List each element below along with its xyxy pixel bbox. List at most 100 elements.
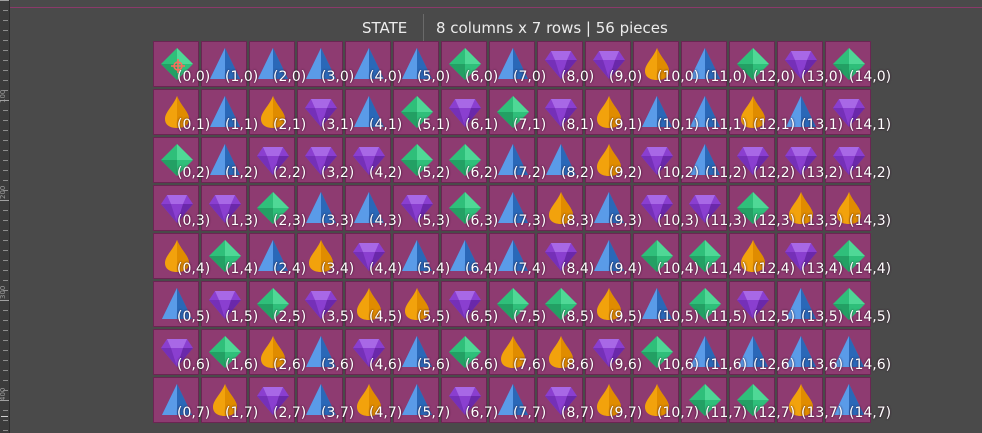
board-cell[interactable]: (5,3) <box>393 185 450 231</box>
board-cell[interactable]: (7,5) <box>489 281 546 327</box>
board-cell[interactable]: (3,2) <box>297 137 354 183</box>
board-cell[interactable]: (4,1) <box>345 89 402 135</box>
board-cell[interactable]: (9,5) <box>585 281 642 327</box>
board-cell[interactable]: (7,6) <box>489 329 546 375</box>
board-cell[interactable]: (1,0) <box>201 41 258 87</box>
board-cell[interactable]: (14,5) <box>825 281 891 327</box>
board-cell[interactable]: (14,7) <box>825 377 891 423</box>
board-cell[interactable]: (6,1) <box>441 89 498 135</box>
board-cell[interactable]: (2,3) <box>249 185 306 231</box>
board-cell[interactable]: (12,3) <box>729 185 795 231</box>
board-cell[interactable]: (1,3) <box>201 185 258 231</box>
board-cell[interactable]: (3,0) <box>297 41 354 87</box>
board-cell[interactable]: (8,6) <box>537 329 594 375</box>
board-cell[interactable]: (8,2) <box>537 137 594 183</box>
board-cell[interactable]: (11,3) <box>681 185 747 231</box>
board-cell[interactable]: (11,6) <box>681 329 747 375</box>
board-cell[interactable]: (8,0) <box>537 41 594 87</box>
board-cell[interactable]: (12,0) <box>729 41 795 87</box>
board-cell[interactable]: (5,5) <box>393 281 450 327</box>
board-cell[interactable]: (6,3) <box>441 185 498 231</box>
board-cell[interactable]: (11,0) <box>681 41 747 87</box>
board-cell[interactable]: (10,0) <box>633 41 699 87</box>
board-cell[interactable]: (4,6) <box>345 329 402 375</box>
board-cell[interactable]: (11,4) <box>681 233 747 279</box>
board-cell[interactable]: (11,1) <box>681 89 747 135</box>
board-cell[interactable]: (9,3) <box>585 185 642 231</box>
board-cell[interactable]: (2,6) <box>249 329 306 375</box>
board-cell[interactable]: (13,7) <box>777 377 843 423</box>
board-cell[interactable]: (1,2) <box>201 137 258 183</box>
board-cell[interactable]: (7,7) <box>489 377 546 423</box>
board-cell[interactable]: (10,3) <box>633 185 699 231</box>
board-cell[interactable]: (11,2) <box>681 137 747 183</box>
board-cell[interactable]: (7,3) <box>489 185 546 231</box>
board-cell[interactable]: (14,2) <box>825 137 891 183</box>
board-cell[interactable]: (10,6) <box>633 329 699 375</box>
board-cell[interactable]: (14,6) <box>825 329 891 375</box>
board-cell[interactable]: (8,5) <box>537 281 594 327</box>
board-cell[interactable]: (7,1) <box>489 89 546 135</box>
board-cell[interactable]: (0,1) <box>153 89 210 135</box>
board-cell[interactable]: (1,1) <box>201 89 258 135</box>
board-cell[interactable]: (9,4) <box>585 233 642 279</box>
board-cell[interactable]: (14,3) <box>825 185 891 231</box>
board-cell[interactable]: (1,7) <box>201 377 258 423</box>
board-cell[interactable]: (3,7) <box>297 377 354 423</box>
board-cell[interactable]: (6,7) <box>441 377 498 423</box>
board-cell[interactable]: (0,6) <box>153 329 210 375</box>
board-cell[interactable]: (12,6) <box>729 329 795 375</box>
board-cell[interactable]: (4,3) <box>345 185 402 231</box>
board-cell[interactable]: (0,3) <box>153 185 210 231</box>
board-cell[interactable]: (1,6) <box>201 329 258 375</box>
board-cell[interactable]: (2,7) <box>249 377 306 423</box>
board-cell[interactable]: (12,7) <box>729 377 795 423</box>
board-cell[interactable]: (12,1) <box>729 89 795 135</box>
board-cell[interactable]: (3,1) <box>297 89 354 135</box>
board-cell[interactable]: (3,4) <box>297 233 354 279</box>
board-cell[interactable]: (4,7) <box>345 377 402 423</box>
board-cell[interactable]: (9,7) <box>585 377 642 423</box>
board-cell[interactable]: (13,1) <box>777 89 843 135</box>
board-cell[interactable]: (8,4) <box>537 233 594 279</box>
board-cell[interactable]: (14,0) <box>825 41 891 87</box>
board-cell[interactable]: (5,1) <box>393 89 450 135</box>
board-cell[interactable]: (12,4) <box>729 233 795 279</box>
board-cell[interactable]: (13,2) <box>777 137 843 183</box>
board-cell[interactable]: (13,5) <box>777 281 843 327</box>
board-cell[interactable]: (7,4) <box>489 233 546 279</box>
board-cell[interactable]: (6,5) <box>441 281 498 327</box>
board-cell[interactable]: (0,0) <box>153 41 210 87</box>
board-cell[interactable]: (10,2) <box>633 137 699 183</box>
board-cell[interactable]: (5,2) <box>393 137 450 183</box>
board-cell[interactable]: (8,1) <box>537 89 594 135</box>
board-cell[interactable]: (2,5) <box>249 281 306 327</box>
board-cell[interactable]: (3,3) <box>297 185 354 231</box>
board-cell[interactable]: (4,5) <box>345 281 402 327</box>
vertical-ruler[interactable]: 100 200 300 400 <box>0 0 10 433</box>
board-cell[interactable]: (9,1) <box>585 89 642 135</box>
board-cell[interactable]: (0,5) <box>153 281 210 327</box>
board-cell[interactable]: (12,5) <box>729 281 795 327</box>
board-cell[interactable]: (13,3) <box>777 185 843 231</box>
board-cell[interactable]: (2,1) <box>249 89 306 135</box>
board-cell[interactable]: (1,5) <box>201 281 258 327</box>
board-cell[interactable]: (14,1) <box>825 89 891 135</box>
board-cell[interactable]: (5,7) <box>393 377 450 423</box>
board-cell[interactable]: (5,4) <box>393 233 450 279</box>
board-cell[interactable]: (7,2) <box>489 137 546 183</box>
board-cell[interactable]: (2,0) <box>249 41 306 87</box>
board-cell[interactable]: (7,0) <box>489 41 546 87</box>
board-cell[interactable]: (0,7) <box>153 377 210 423</box>
board-cell[interactable]: (11,5) <box>681 281 747 327</box>
board-cell[interactable]: (4,4) <box>345 233 402 279</box>
board-cell[interactable]: (10,1) <box>633 89 699 135</box>
board-cell[interactable]: (12,2) <box>729 137 795 183</box>
board-cell[interactable]: (3,5) <box>297 281 354 327</box>
board-cell[interactable]: (0,2) <box>153 137 210 183</box>
board-cell[interactable]: (5,0) <box>393 41 450 87</box>
board-cell[interactable]: (6,4) <box>441 233 498 279</box>
board-cell[interactable]: (6,0) <box>441 41 498 87</box>
board-cell[interactable]: (13,4) <box>777 233 843 279</box>
board-cell[interactable]: (4,2) <box>345 137 402 183</box>
